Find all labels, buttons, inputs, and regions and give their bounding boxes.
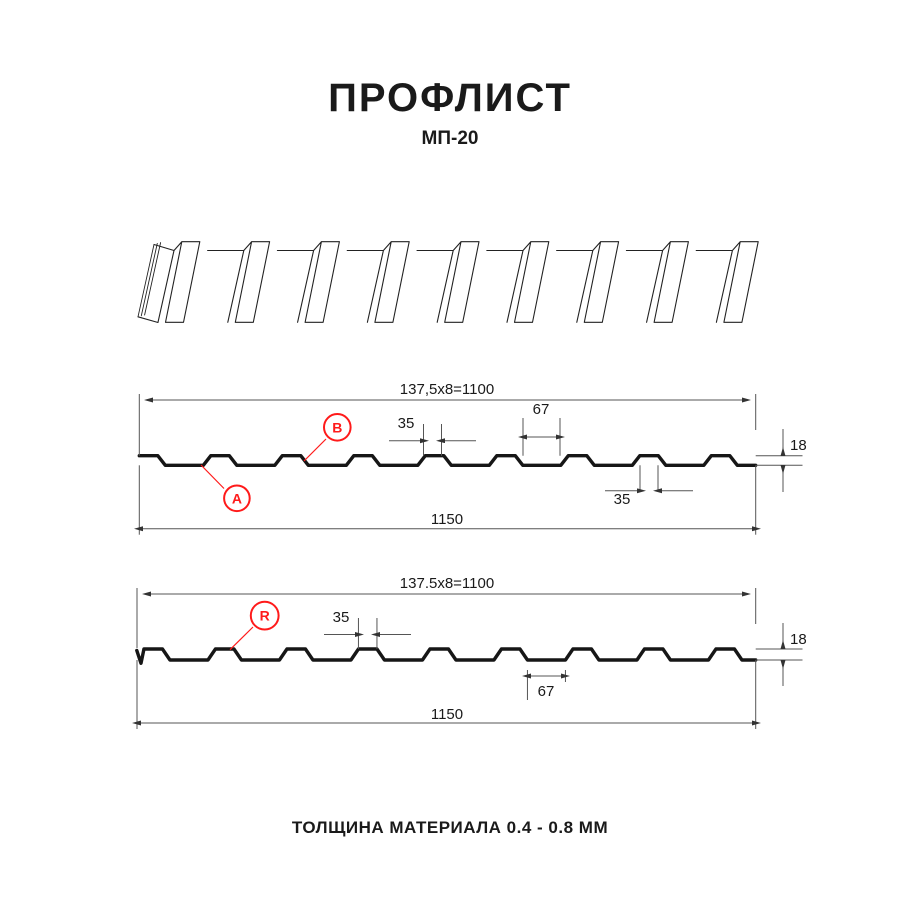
svg-text:35: 35 — [333, 609, 350, 626]
svg-text:18: 18 — [790, 631, 807, 648]
svg-text:A: A — [232, 490, 242, 506]
svg-text:1150: 1150 — [431, 706, 463, 723]
svg-text:137,5x8=1100: 137,5x8=1100 — [400, 381, 494, 398]
svg-text:1150: 1150 — [431, 511, 463, 528]
svg-text:67: 67 — [533, 401, 550, 418]
svg-text:18: 18 — [790, 437, 807, 454]
svg-text:35: 35 — [614, 491, 631, 508]
svg-text:B: B — [332, 419, 342, 435]
svg-text:67: 67 — [538, 683, 555, 700]
svg-text:137.5x8=1100: 137.5x8=1100 — [400, 575, 494, 592]
svg-text:35: 35 — [398, 415, 415, 432]
svg-text:R: R — [260, 608, 270, 624]
